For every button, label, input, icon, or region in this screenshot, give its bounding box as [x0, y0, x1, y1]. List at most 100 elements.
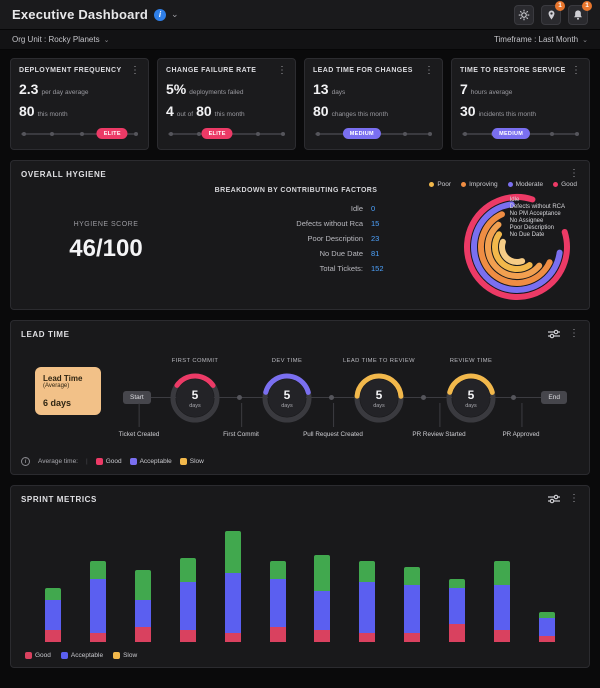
sprint-bar [359, 561, 376, 642]
kebab-menu-icon[interactable]: ⋮ [571, 65, 581, 76]
legend-prefix: Average time: [38, 458, 78, 465]
sprint-bar-segment [359, 633, 376, 642]
timeline-dot [237, 395, 242, 400]
kpi-title: TIME TO RESTORE SERVICE [460, 67, 566, 74]
gauge-unit: days [189, 402, 201, 409]
sprint-bar-segment [359, 561, 376, 582]
ring-labels: Idle Defects without RCA No PM Acceptanc… [510, 197, 565, 239]
chevron-down-icon[interactable]: ⌄ [171, 9, 179, 19]
legend-label: Moderate [515, 181, 544, 188]
org-unit-selector[interactable]: Org Unit : Rocky Planets ⌄ [12, 35, 109, 44]
sprint-bar-segment [45, 588, 61, 600]
settings-button[interactable] [514, 4, 534, 25]
breakdown-label: Total Tickets: [319, 264, 363, 273]
lead-time-legend: i Average time: | Good Acceptable Slow [21, 457, 579, 466]
kpi-value: 13 [313, 81, 329, 97]
breakdown-value[interactable]: 23 [371, 234, 380, 243]
kebab-menu-icon[interactable]: ⋮ [569, 328, 579, 339]
filter-bar: Org Unit : Rocky Planets ⌄ Timeframe : L… [0, 30, 600, 50]
sprint-bar-segment [314, 555, 331, 591]
kpi-value-label: days [331, 89, 346, 96]
kpi-card-deployment-frequency: DEPLOYMENT FREQUENCY ⋮ 2.3 per day avera… [10, 58, 149, 150]
sprint-bar-segment [538, 618, 555, 636]
sprint-bar [269, 561, 286, 642]
breakdown-value[interactable]: 81 [371, 249, 380, 258]
sprint-bar-segment [45, 630, 61, 642]
kpi-value: 7 [460, 81, 468, 97]
lead-time-average-card: Lead Time (Average) 6 days [35, 367, 101, 415]
legend-label: Acceptable [70, 652, 104, 659]
gauge-value: 5 [191, 387, 199, 402]
sprint-bar [404, 567, 421, 642]
sprint-bar-segment [179, 582, 196, 630]
breakdown-value[interactable]: 152 [371, 264, 384, 273]
sprint-bar-segment [449, 579, 466, 588]
milestone-label: Ticket Created [118, 403, 160, 438]
hygiene-radial-chart: Poor Improving Moderate Good Idle Defect… [401, 181, 579, 301]
gauge-unit: days [281, 402, 293, 409]
breakdown-label: No Due Date [319, 249, 363, 258]
info-icon[interactable]: i [154, 8, 167, 21]
breakdown-row: No Due Date 81 [191, 249, 401, 258]
kpi-performance-track: MEDIUM [462, 128, 580, 139]
page-title: Executive Dashboard [12, 7, 149, 22]
kpi-value: 30 [460, 103, 476, 119]
legend-label: Poor [437, 181, 452, 188]
ring-label: No PM Acceptance [509, 211, 561, 217]
gauge-value: 5 [283, 387, 291, 402]
bell-icon [574, 9, 582, 20]
kpi-value: 80 [313, 103, 329, 119]
kebab-menu-icon[interactable]: ⋮ [569, 493, 579, 504]
milestone-label: Pull Request Created [303, 403, 363, 438]
panel-title: SPRINT METRICS [21, 494, 97, 504]
sprint-bar [314, 555, 331, 642]
kebab-menu-icon[interactable]: ⋮ [424, 65, 434, 76]
timeframe-selector[interactable]: Timeframe : Last Month ⌄ [494, 35, 588, 44]
filter-icon[interactable] [548, 329, 560, 339]
ring-label: No Assignee [509, 218, 544, 224]
timeline-start-pill: Start [123, 391, 151, 404]
panel-title: OVERALL HYGIENE [21, 169, 107, 179]
sprint-bar [45, 588, 61, 642]
legend-label: Improving [469, 181, 498, 188]
kpi-value: 80 [19, 103, 35, 119]
legend-swatch [25, 652, 32, 659]
kpi-value: 5% [166, 81, 187, 97]
kpi-value-label: this month [214, 111, 245, 118]
kebab-menu-icon[interactable]: ⋮ [569, 168, 579, 179]
location-button[interactable]: 1 [541, 0, 565, 25]
legend-divider: | [85, 458, 88, 465]
filter-icon[interactable] [548, 494, 560, 504]
kpi-value-label: this month [37, 111, 68, 118]
legend-swatch [60, 652, 68, 659]
sprint-bar-segment [359, 582, 376, 633]
kpi-card-time-to-restore-service: TIME TO RESTORE SERVICE ⋮ 7 hours averag… [451, 58, 590, 150]
lead-time-timeline: Lead Time (Average) 6 days Start End FIR… [21, 343, 579, 455]
radial-rings-svg [464, 194, 570, 300]
sprint-bar-segment [404, 567, 421, 585]
sprint-bar-segment [45, 600, 61, 630]
kebab-menu-icon[interactable]: ⋮ [130, 65, 140, 76]
sprint-bar-segment [89, 561, 106, 579]
legend-label: Good [561, 181, 577, 188]
notifications-button[interactable]: 1 [568, 0, 592, 25]
gear-icon [518, 9, 530, 20]
sprint-bar-segment [269, 579, 286, 627]
legend-label: Slow [189, 458, 204, 465]
milestone-label: First Commit [223, 403, 259, 438]
sprint-bars [21, 504, 579, 642]
gauge-label: LEAD TIME TO REVIEW [342, 358, 416, 364]
kpi-performance-track: MEDIUM [315, 128, 433, 139]
kpi-value: 4 [166, 103, 174, 119]
breakdown-value[interactable]: 0 [371, 204, 376, 213]
legend-dot [507, 182, 513, 187]
kpi-row: DEPLOYMENT FREQUENCY ⋮ 2.3 per day avera… [10, 58, 590, 150]
sprint-bar-segment [224, 531, 241, 573]
sprint-bar-segment [404, 633, 421, 642]
breakdown-value[interactable]: 15 [371, 219, 380, 228]
sprint-legend: Good Acceptable Slow [21, 652, 579, 659]
kebab-menu-icon[interactable]: ⋮ [277, 65, 287, 76]
timeline-dot [421, 395, 426, 400]
sprint-bar [134, 570, 151, 642]
sprint-bar-segment [134, 570, 151, 600]
